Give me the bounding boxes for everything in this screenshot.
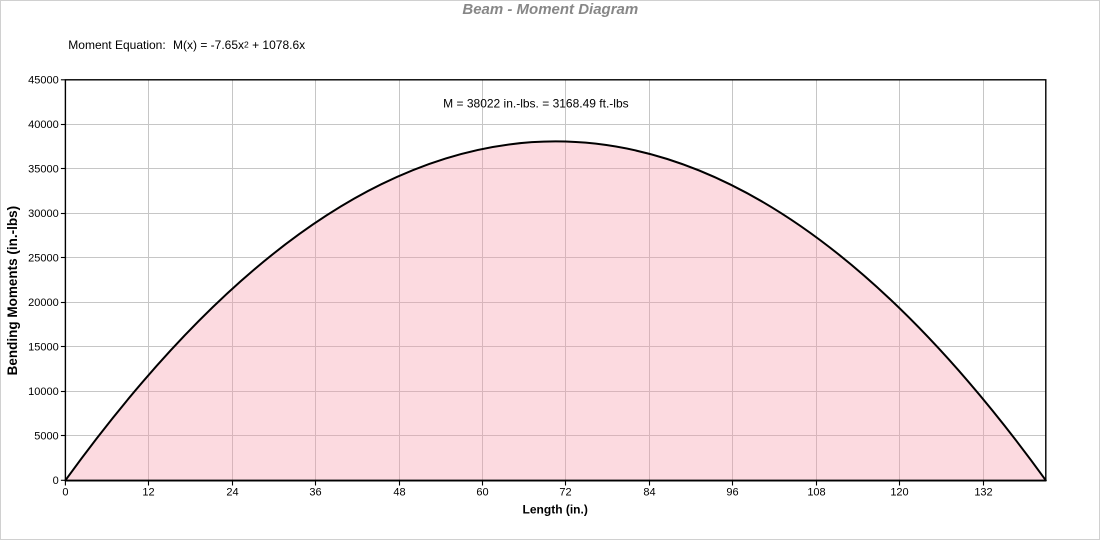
svg-text:Moment Equation:: Moment Equation: xyxy=(68,38,165,52)
svg-text:108: 108 xyxy=(807,486,825,498)
svg-text:120: 120 xyxy=(890,486,908,498)
svg-text:132: 132 xyxy=(974,486,992,498)
svg-text:36: 36 xyxy=(309,486,321,498)
svg-text:Beam - Moment Diagram: Beam - Moment Diagram xyxy=(462,1,638,18)
svg-text:72: 72 xyxy=(559,486,571,498)
svg-text:24: 24 xyxy=(226,486,238,498)
svg-text:20000: 20000 xyxy=(28,297,59,309)
svg-text:84: 84 xyxy=(643,486,655,498)
svg-text:0: 0 xyxy=(53,475,59,487)
svg-text:35000: 35000 xyxy=(28,164,59,176)
svg-text:10000: 10000 xyxy=(28,386,59,398)
svg-text:48: 48 xyxy=(393,486,405,498)
svg-text:5000: 5000 xyxy=(34,431,58,443)
svg-text:Bending Moments (in.-lbs): Bending Moments (in.-lbs) xyxy=(5,206,20,376)
svg-text:Length (in.): Length (in.) xyxy=(523,503,588,517)
svg-text:25000: 25000 xyxy=(28,253,59,265)
svg-text:60: 60 xyxy=(476,486,488,498)
svg-text:12: 12 xyxy=(142,486,154,498)
svg-text:30000: 30000 xyxy=(28,208,59,220)
svg-text:45000: 45000 xyxy=(28,75,59,87)
svg-text:96: 96 xyxy=(726,486,738,498)
svg-text:M = 38022 in.-lbs. = 3168.49 f: M = 38022 in.-lbs. = 3168.49 ft.-lbs xyxy=(443,96,628,110)
svg-text:40000: 40000 xyxy=(28,119,59,131)
svg-text:0: 0 xyxy=(62,486,68,498)
svg-text:M(x) = -7.65x2 + 1078.6x: M(x) = -7.65x2 + 1078.6x xyxy=(173,38,305,52)
svg-text:15000: 15000 xyxy=(28,342,59,354)
